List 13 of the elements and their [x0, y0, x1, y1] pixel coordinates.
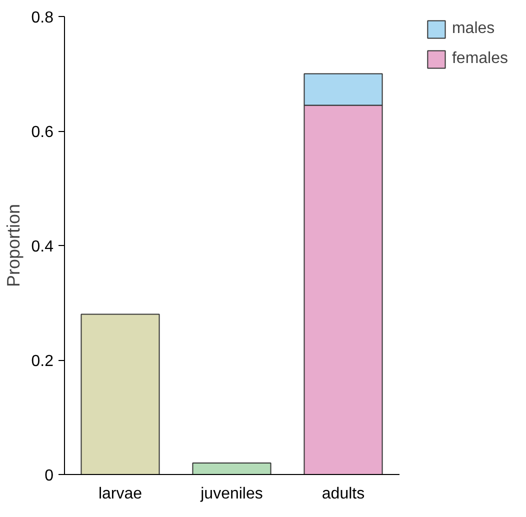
y-tick-label: 0.6: [31, 124, 54, 141]
y-axis-title: Proportion: [3, 204, 24, 288]
bar: [80, 314, 160, 474]
y-tick-label: 0.8: [31, 10, 54, 26]
y-tick-label: 0.2: [31, 353, 54, 370]
bar: [192, 462, 272, 474]
x-tick-label: larvae: [98, 486, 142, 502]
x-tick-label: juveniles: [200, 486, 263, 502]
x-tick-label: adults: [322, 486, 365, 502]
legend-label: females: [452, 50, 508, 68]
legend-label: males: [452, 20, 495, 38]
y-tick-label: 0: [44, 468, 54, 484]
y-tick-label: 0.4: [31, 238, 54, 256]
